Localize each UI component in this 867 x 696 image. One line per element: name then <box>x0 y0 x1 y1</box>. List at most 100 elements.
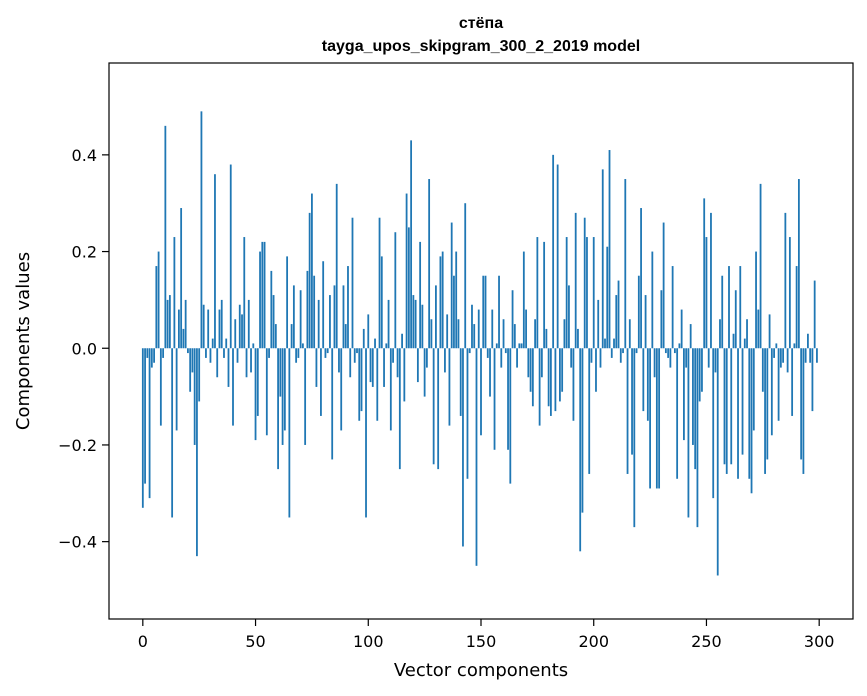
bar-250 <box>705 237 708 349</box>
bar-80 <box>322 261 325 349</box>
bar-126 <box>425 348 428 368</box>
bar-24 <box>196 348 198 557</box>
bar-219 <box>635 348 638 354</box>
bar-109 <box>387 299 390 349</box>
bar-113 <box>396 348 399 378</box>
bar-275 <box>761 348 764 392</box>
bar-71 <box>301 343 304 349</box>
bar-134 <box>444 348 446 373</box>
bar-37 <box>225 338 228 349</box>
bar-90 <box>344 324 347 349</box>
bar-33 <box>216 348 219 378</box>
x-tick-label: 0 <box>138 632 148 651</box>
bar-115 <box>401 333 403 349</box>
bar-29 <box>207 309 210 349</box>
bar-272 <box>755 251 757 349</box>
bar-15 <box>175 348 178 431</box>
bar-291 <box>797 179 800 349</box>
bar-144 <box>466 348 469 479</box>
bar-271 <box>752 348 755 431</box>
bar-48 <box>250 348 252 373</box>
bar-278 <box>768 314 771 349</box>
bar-96 <box>358 348 361 421</box>
bar-102 <box>371 348 374 387</box>
bar-26 <box>200 111 203 349</box>
bar-194 <box>579 348 582 552</box>
bar-193 <box>577 328 579 349</box>
bar-186 <box>561 348 564 392</box>
bar-27 <box>202 304 205 349</box>
bar-21 <box>189 348 192 392</box>
bar-223 <box>644 295 647 349</box>
bar-251 <box>707 348 710 368</box>
bar-178 <box>543 241 546 349</box>
bar-127 <box>428 179 431 349</box>
bar-23 <box>193 348 196 445</box>
bar-31 <box>211 338 214 349</box>
bar-274 <box>759 183 762 349</box>
bar-74 <box>308 212 311 349</box>
bar-125 <box>423 348 426 397</box>
y-tick-label: −0.4 <box>58 533 97 552</box>
bar-189 <box>568 285 570 349</box>
y-tick-label: −0.2 <box>58 436 97 455</box>
bar-203 <box>599 348 602 368</box>
bar-59 <box>274 324 277 349</box>
bar-106 <box>380 256 383 349</box>
bar-64 <box>286 256 289 349</box>
bar-70 <box>299 290 302 349</box>
bar-253 <box>712 348 715 499</box>
bar-39 <box>229 164 232 349</box>
bar-270 <box>750 348 753 494</box>
bar-185 <box>559 348 561 402</box>
bar-19 <box>184 299 187 349</box>
bar-88 <box>340 348 343 431</box>
bar-65 <box>288 348 291 518</box>
bar-207 <box>608 150 611 349</box>
bar-95 <box>356 348 358 354</box>
bar-173 <box>531 348 534 407</box>
bar-277 <box>766 348 769 460</box>
bar-60 <box>277 348 279 470</box>
bar-11 <box>166 299 169 349</box>
bar-249 <box>703 198 706 349</box>
bar-83 <box>329 295 331 349</box>
bar-296 <box>809 348 812 363</box>
bar-161 <box>504 348 507 354</box>
bar-75 <box>311 193 313 349</box>
bar-63 <box>283 348 286 431</box>
bar-205 <box>604 338 606 349</box>
bar-236 <box>673 348 676 354</box>
bar-18 <box>182 328 185 349</box>
bar-264 <box>737 348 739 479</box>
x-tick-label: 150 <box>466 632 497 651</box>
bar-285 <box>784 212 787 349</box>
bar-44 <box>241 314 243 349</box>
bar-28 <box>205 348 207 358</box>
bar-54 <box>263 241 266 349</box>
bar-158 <box>498 275 500 349</box>
bar-263 <box>734 290 737 349</box>
bar-286 <box>786 348 789 373</box>
bar-53 <box>261 241 264 349</box>
bar-242 <box>687 348 690 518</box>
bar-87 <box>338 348 340 373</box>
bar-86 <box>335 183 338 349</box>
bar-214 <box>624 179 627 349</box>
bar-202 <box>597 299 600 349</box>
bar-222 <box>642 348 645 412</box>
bar-43 <box>238 304 241 349</box>
bar-25 <box>198 348 201 402</box>
bar-77 <box>315 348 318 387</box>
bar-38 <box>227 348 230 387</box>
bar-0 <box>141 348 144 508</box>
bar-78 <box>317 299 320 349</box>
bar-280 <box>773 348 775 358</box>
bar-196 <box>583 217 586 349</box>
bar-201 <box>595 348 597 392</box>
bar-136 <box>448 348 451 426</box>
bar-81 <box>324 348 327 358</box>
bar-244 <box>692 348 694 445</box>
bar-58 <box>272 295 275 349</box>
